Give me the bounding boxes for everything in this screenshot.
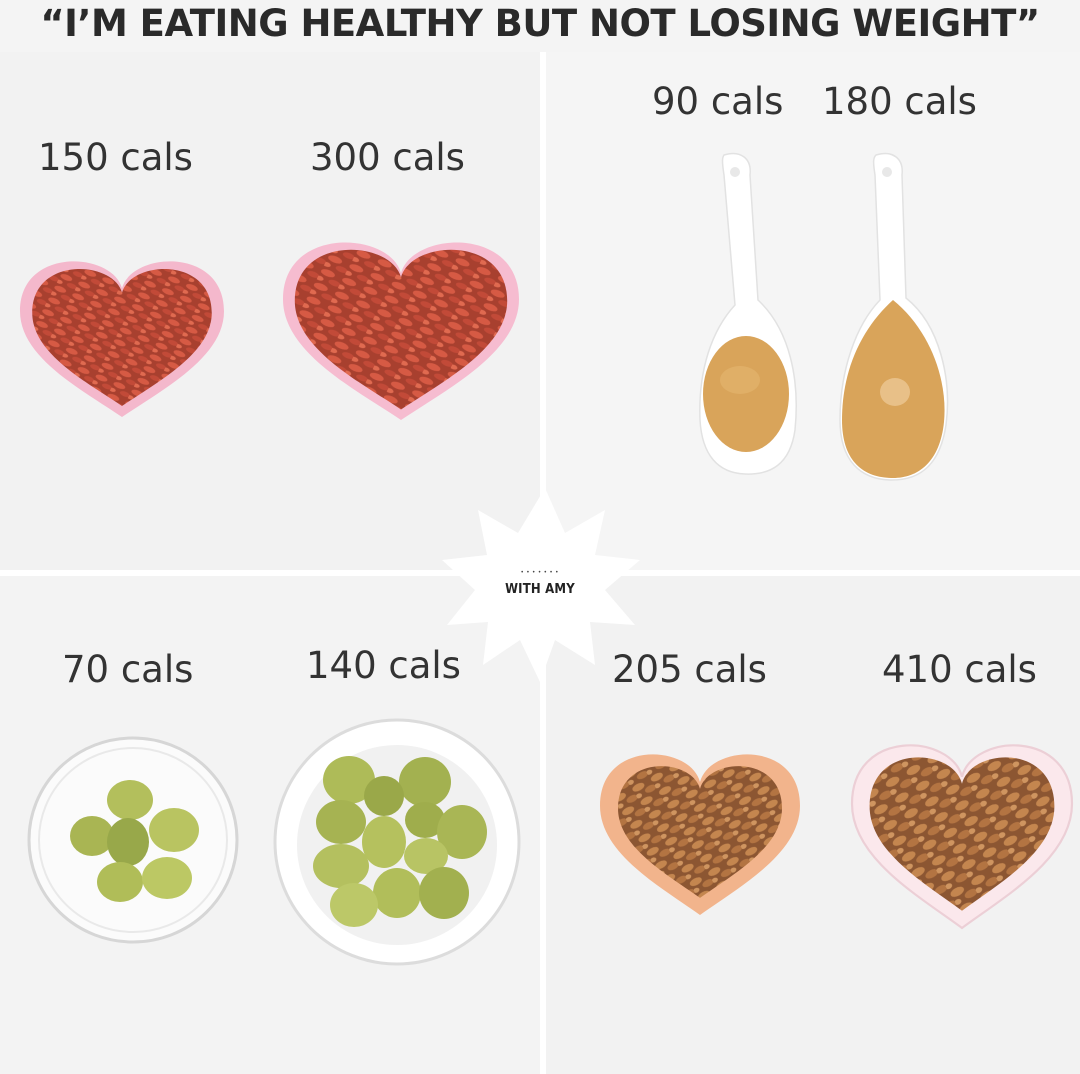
- page-title: “I’M EATING HEALTHY BUT NOT LOSING WEIGH…: [40, 2, 1040, 45]
- goji-small-label: 150 cals: [38, 136, 193, 179]
- peanut-butter-large-label: 180 cals: [822, 80, 977, 123]
- almonds-large-label: 410 cals: [882, 648, 1037, 691]
- almonds-small-label: 205 cals: [612, 648, 767, 691]
- peanut-butter-small-label: 90 cals: [652, 80, 784, 123]
- badge-text: WITH AMY: [505, 582, 575, 597]
- brand-badge: [442, 488, 640, 682]
- goji-small-heart: [20, 261, 225, 417]
- goji-large-label: 300 cals: [310, 136, 465, 179]
- badge-arc-text: • • • • • • •: [521, 570, 559, 576]
- olives-large-bowl: [273, 718, 521, 966]
- peanut-butter-small-spoon: [699, 152, 797, 475]
- almonds-small-heart: [600, 754, 800, 915]
- olives-small-label: 70 cals: [62, 648, 194, 691]
- almonds-large-heart: [850, 744, 1074, 930]
- peanut-butter-large-spoon: [839, 152, 949, 481]
- olives-small-bowl: [27, 736, 239, 944]
- peanut-butter-panel: [546, 52, 1080, 570]
- olives-large-label: 140 cals: [306, 644, 461, 687]
- goji-large-heart: [283, 242, 519, 420]
